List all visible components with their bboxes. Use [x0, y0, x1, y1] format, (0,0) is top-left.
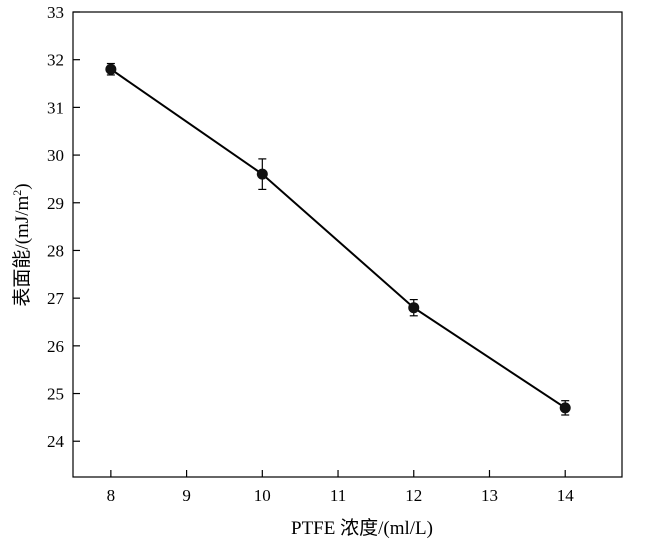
x-tick-label: 12 — [405, 486, 422, 505]
y-axis-label-close: ) — [12, 183, 33, 189]
x-tick-label: 14 — [557, 486, 575, 505]
y-tick-label: 30 — [47, 146, 64, 165]
data-point — [559, 402, 571, 414]
x-tick-label: 11 — [330, 486, 346, 505]
x-axis-label: PTFE 浓度/(ml/L) — [291, 517, 433, 539]
y-axis-label: 表面能/(mJ/m2) — [10, 183, 33, 306]
series-line — [110, 68, 566, 409]
x-tick-label: 9 — [182, 486, 191, 505]
y-tick-label: 25 — [47, 385, 64, 404]
y-axis-label-main: 表面能/(mJ/m — [11, 196, 33, 307]
data-point — [105, 63, 117, 75]
plot-area-frame — [72, 11, 623, 478]
y-axis-label-superscript: 2 — [10, 190, 24, 196]
series-group — [105, 62, 571, 416]
y-tick-label: 27 — [47, 289, 65, 308]
y-axis-ticks: 24 25 26 27 28 29 30 31 32 33 — [47, 3, 80, 451]
y-tick-label: 31 — [47, 98, 64, 117]
y-tick-label: 24 — [47, 432, 65, 451]
data-point — [256, 168, 268, 180]
y-tick-label: 26 — [47, 337, 64, 356]
y-tick-label: 29 — [47, 194, 64, 213]
y-tick-label: 28 — [47, 241, 64, 260]
y-tick-label: 33 — [47, 3, 64, 22]
x-tick-label: 10 — [254, 486, 271, 505]
y-tick-label: 32 — [47, 51, 64, 70]
data-point — [408, 302, 420, 314]
x-tick-label: 13 — [481, 486, 498, 505]
x-axis-ticks: 8 9 10 11 12 13 14 — [107, 470, 575, 505]
x-tick-label: 8 — [107, 486, 116, 505]
